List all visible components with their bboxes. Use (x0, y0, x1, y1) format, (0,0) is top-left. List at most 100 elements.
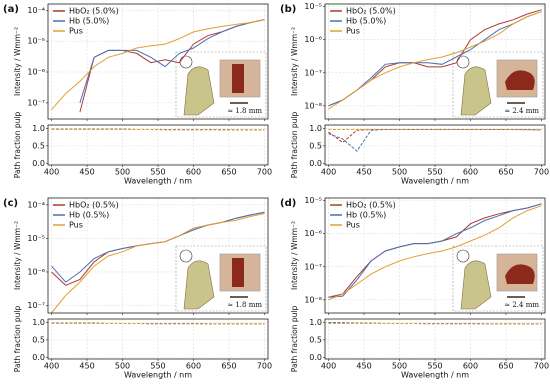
x-tick-label: 550 (150, 362, 165, 371)
x-axis-label: Wavelength / nm (124, 371, 192, 380)
y-tick-label: 10⁻⁴ (27, 6, 45, 15)
y-tick-label: 10⁻⁸ (304, 295, 322, 304)
y-tick-label: 0.5 (32, 335, 45, 344)
x-tick-label: 500 (115, 168, 130, 177)
series-line (328, 11, 542, 110)
annotation: ≈ 2.4 mm (504, 301, 539, 309)
legend-label: HbO₂ (0.5%) (69, 201, 119, 210)
tooth (183, 66, 215, 116)
tooth (460, 260, 492, 310)
y-axis-label: Intensity / Wmm⁻² (290, 221, 299, 290)
y-tick-label: 10⁻⁶ (304, 229, 322, 238)
x-tick-label: 450 (79, 362, 94, 371)
y-tick-label: 1.0 (309, 124, 322, 133)
annotation: ≈ 1.8 mm (227, 107, 262, 115)
x-tick-label: 400 (44, 362, 59, 371)
x-tick-label: 500 (392, 168, 407, 177)
y-tick-label: 10⁻⁶ (304, 35, 322, 44)
x-tick-label: 700 (257, 362, 272, 371)
y-tick-label: 10⁻⁵ (27, 37, 45, 46)
plot-frame (47, 124, 269, 166)
x-tick-label: 650 (498, 168, 513, 177)
series-line (328, 203, 542, 298)
pulp (505, 70, 535, 90)
legend-label: Hb (5.0%) (69, 17, 109, 26)
legend-label: Hb (0.5%) (346, 211, 386, 220)
pulp (505, 264, 535, 284)
clock (456, 249, 470, 263)
y-tick-label: 10⁻⁵ (27, 234, 45, 243)
x-tick-label: 550 (427, 168, 442, 177)
x-tick-label: 650 (498, 362, 513, 371)
panel-label: (d) (280, 198, 296, 209)
series-line (51, 19, 265, 111)
annotation: ≈ 2.4 mm (504, 107, 539, 115)
legend-label: Pus (69, 221, 83, 230)
series-line (79, 19, 265, 104)
x-tick-label: 700 (534, 168, 549, 177)
y-tick-label: 0.5 (309, 335, 322, 344)
legend-label: Hb (0.5%) (69, 211, 109, 220)
plot-frame (47, 3, 269, 120)
clock (179, 249, 193, 263)
y-tick-label: 10⁻⁶ (27, 267, 45, 276)
plot-frame (47, 318, 269, 360)
x-tick-label: 700 (534, 362, 549, 371)
x-tick-label: 400 (321, 362, 336, 371)
y-tick-label: 0.0 (32, 353, 45, 362)
x-tick-label: 600 (463, 168, 478, 177)
y-tick-label: 0.0 (309, 159, 322, 168)
y-axis-label: Path fraction pulp (290, 112, 299, 179)
y-axis-label: Intensity / Wmm⁻² (13, 221, 22, 290)
y-tick-label: 10⁻⁴ (27, 200, 45, 209)
x-axis-label: Wavelength / nm (401, 371, 469, 380)
panel-label: (c) (3, 198, 18, 209)
legend-label: Hb (5.0%) (346, 17, 386, 26)
x-tick-label: 550 (150, 168, 165, 177)
y-tick-label: 1.0 (32, 124, 45, 133)
y-tick-label: 10⁻⁸ (304, 101, 322, 110)
plot-frame (47, 197, 269, 314)
y-tick-label: 10⁻⁶ (27, 68, 45, 77)
tooth (183, 260, 215, 310)
y-tick-label: 0.0 (309, 353, 322, 362)
x-tick-label: 600 (186, 168, 201, 177)
plot-frame (324, 3, 546, 120)
y-axis-label: Intensity / Wmm⁻² (290, 27, 299, 96)
x-tick-label: 450 (79, 168, 94, 177)
panel-label: (b) (280, 4, 296, 15)
x-tick-label: 450 (356, 362, 371, 371)
x-tick-label: 400 (321, 168, 336, 177)
y-axis-label: Path fraction pulp (290, 306, 299, 373)
legend-label: Pus (346, 27, 360, 36)
y-axis-label: Path fraction pulp (13, 306, 22, 373)
x-axis-label: Wavelength / nm (401, 177, 469, 186)
x-tick-label: 550 (427, 362, 442, 371)
x-tick-label: 700 (257, 168, 272, 177)
y-tick-label: 1.0 (32, 318, 45, 327)
legend-label: HbO₂ (5.0%) (69, 7, 119, 16)
plot-frame (324, 124, 546, 166)
panel-label: (a) (3, 4, 19, 15)
tooth (460, 66, 492, 116)
pulp (232, 64, 244, 93)
x-tick-label: 650 (221, 362, 236, 371)
x-tick-label: 450 (356, 168, 371, 177)
x-tick-label: 650 (221, 168, 236, 177)
legend-label: Pus (69, 27, 83, 36)
series-line (51, 213, 265, 314)
legend-label: HbO₂ (5.0%) (346, 7, 396, 16)
annotation: ≈ 1.8 mm (227, 301, 262, 309)
pulp (232, 258, 244, 287)
x-axis-label: Wavelength / nm (124, 177, 192, 186)
y-axis-label: Intensity / Wmm⁻² (13, 27, 22, 96)
y-tick-label: 10⁻⁷ (27, 98, 45, 107)
clock (179, 55, 193, 69)
y-tick-label: 0.0 (32, 159, 45, 168)
y-tick-label: 10⁻⁷ (304, 68, 322, 77)
y-tick-label: 0.5 (32, 141, 45, 150)
series-line (328, 205, 542, 301)
legend-label: HbO₂ (0.5%) (346, 201, 396, 210)
plot-frame (324, 197, 546, 314)
